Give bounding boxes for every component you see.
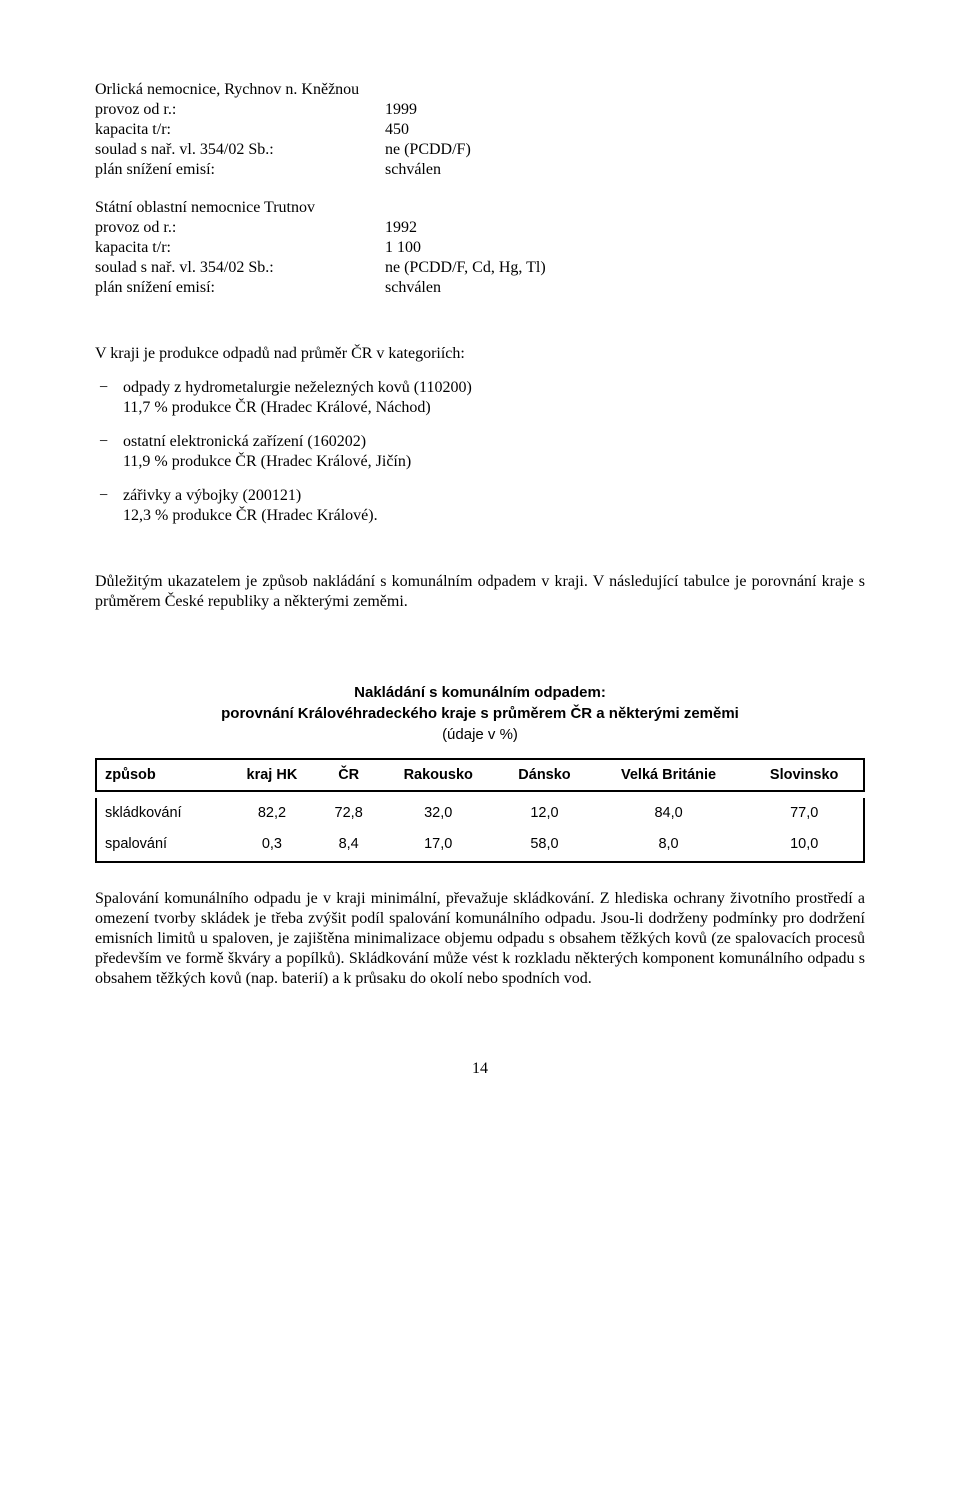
table-header-cell: způsob — [95, 758, 226, 792]
categories-intro: V kraji je produkce odpadů nad průměr ČR… — [95, 344, 865, 364]
kv-row: provoz od r.: 1999 — [95, 100, 865, 120]
kv-label: kapacita t/r: — [95, 120, 385, 140]
kv-label: kapacita t/r: — [95, 238, 385, 258]
table-header-cell: Velká Británie — [592, 758, 746, 792]
table-cell: 84,0 — [592, 798, 746, 828]
kv-value: ne (PCDD/F, Cd, Hg, Tl) — [385, 258, 865, 278]
kv-label: soulad s nař. vl. 354/02 Sb.: — [95, 140, 385, 160]
table-header-cell: Slovinsko — [745, 758, 865, 792]
table-cell: 10,0 — [745, 829, 865, 863]
comparison-table: způsob kraj HK ČR Rakousko Dánsko Velká … — [95, 758, 865, 862]
kv-value: ne (PCDD/F) — [385, 140, 865, 160]
kv-label: provoz od r.: — [95, 100, 385, 120]
table-header-cell: Rakousko — [379, 758, 497, 792]
kv-row: soulad s nař. vl. 354/02 Sb.: ne (PCDD/F… — [95, 140, 865, 160]
paragraph-2: Spalování komunálního odpadu je v kraji … — [95, 889, 865, 989]
list-item-line: odpady z hydrometalurgie neželezných kov… — [123, 378, 865, 398]
kv-row: plán snížení emisí: schválen — [95, 160, 865, 180]
kv-label: plán snížení emisí: — [95, 160, 385, 180]
table-cell: 8,0 — [592, 829, 746, 863]
list-item-line: 11,7 % produkce ČR (Hradec Králové, Nách… — [123, 398, 865, 418]
list-item-line: 12,3 % produkce ČR (Hradec Králové). — [123, 506, 865, 526]
kv-value: schválen — [385, 160, 865, 180]
table-cell: 58,0 — [497, 829, 592, 863]
table-header-row: způsob kraj HK ČR Rakousko Dánsko Velká … — [95, 758, 865, 792]
list-item-line: 11,9 % produkce ČR (Hradec Králové, Jičí… — [123, 452, 865, 472]
table-title-line2: porovnání Královéhradeckého kraje s prům… — [95, 705, 865, 724]
facility-title: Orlická nemocnice, Rychnov n. Kněžnou — [95, 80, 865, 100]
table-cell: 12,0 — [497, 798, 592, 828]
kv-value: 1999 — [385, 100, 865, 120]
page-number: 14 — [95, 1059, 865, 1079]
table-subtitle: (údaje v %) — [95, 726, 865, 745]
kv-row: kapacita t/r: 1 100 — [95, 238, 865, 258]
table-title-line1: Nakládání s komunálním odpadem: — [95, 684, 865, 703]
paragraph-1: Důležitým ukazatelem je způsob nakládání… — [95, 572, 865, 612]
kv-row: soulad s nař. vl. 354/02 Sb.: ne (PCDD/F… — [95, 258, 865, 278]
table-cell: skládkování — [95, 798, 226, 828]
list-item: odpady z hydrometalurgie neželezných kov… — [95, 378, 865, 418]
table-row: spalování 0,3 8,4 17,0 58,0 8,0 10,0 — [95, 829, 865, 863]
kv-row: kapacita t/r: 450 — [95, 120, 865, 140]
table-row: skládkování 82,2 72,8 32,0 12,0 84,0 77,… — [95, 798, 865, 828]
list-item-line: ostatní elektronická zařízení (160202) — [123, 432, 865, 452]
list-item: ostatní elektronická zařízení (160202) 1… — [95, 432, 865, 472]
table-cell: 77,0 — [745, 798, 865, 828]
facility-block-2: Státní oblastní nemocnice Trutnov provoz… — [95, 198, 865, 298]
kv-label: plán snížení emisí: — [95, 278, 385, 298]
table-cell: spalování — [95, 829, 226, 863]
list-item-line: zářivky a výbojky (200121) — [123, 486, 865, 506]
kv-value: 1992 — [385, 218, 865, 238]
table-cell: 32,0 — [379, 798, 497, 828]
table-header-cell: ČR — [318, 758, 379, 792]
table-cell: 82,2 — [226, 798, 318, 828]
kv-value: 1 100 — [385, 238, 865, 258]
table-cell: 0,3 — [226, 829, 318, 863]
table-header-cell: Dánsko — [497, 758, 592, 792]
list-item: zářivky a výbojky (200121) 12,3 % produk… — [95, 486, 865, 526]
kv-row: plán snížení emisí: schválen — [95, 278, 865, 298]
kv-label: soulad s nař. vl. 354/02 Sb.: — [95, 258, 385, 278]
table-cell: 8,4 — [318, 829, 379, 863]
table-header-cell: kraj HK — [226, 758, 318, 792]
kv-value: schválen — [385, 278, 865, 298]
table-cell: 17,0 — [379, 829, 497, 863]
facility-title: Státní oblastní nemocnice Trutnov — [95, 198, 865, 218]
table-cell: 72,8 — [318, 798, 379, 828]
categories-list: odpady z hydrometalurgie neželezných kov… — [95, 378, 865, 526]
kv-label: provoz od r.: — [95, 218, 385, 238]
kv-row: provoz od r.: 1992 — [95, 218, 865, 238]
kv-value: 450 — [385, 120, 865, 140]
facility-block-1: Orlická nemocnice, Rychnov n. Kněžnou pr… — [95, 80, 865, 180]
